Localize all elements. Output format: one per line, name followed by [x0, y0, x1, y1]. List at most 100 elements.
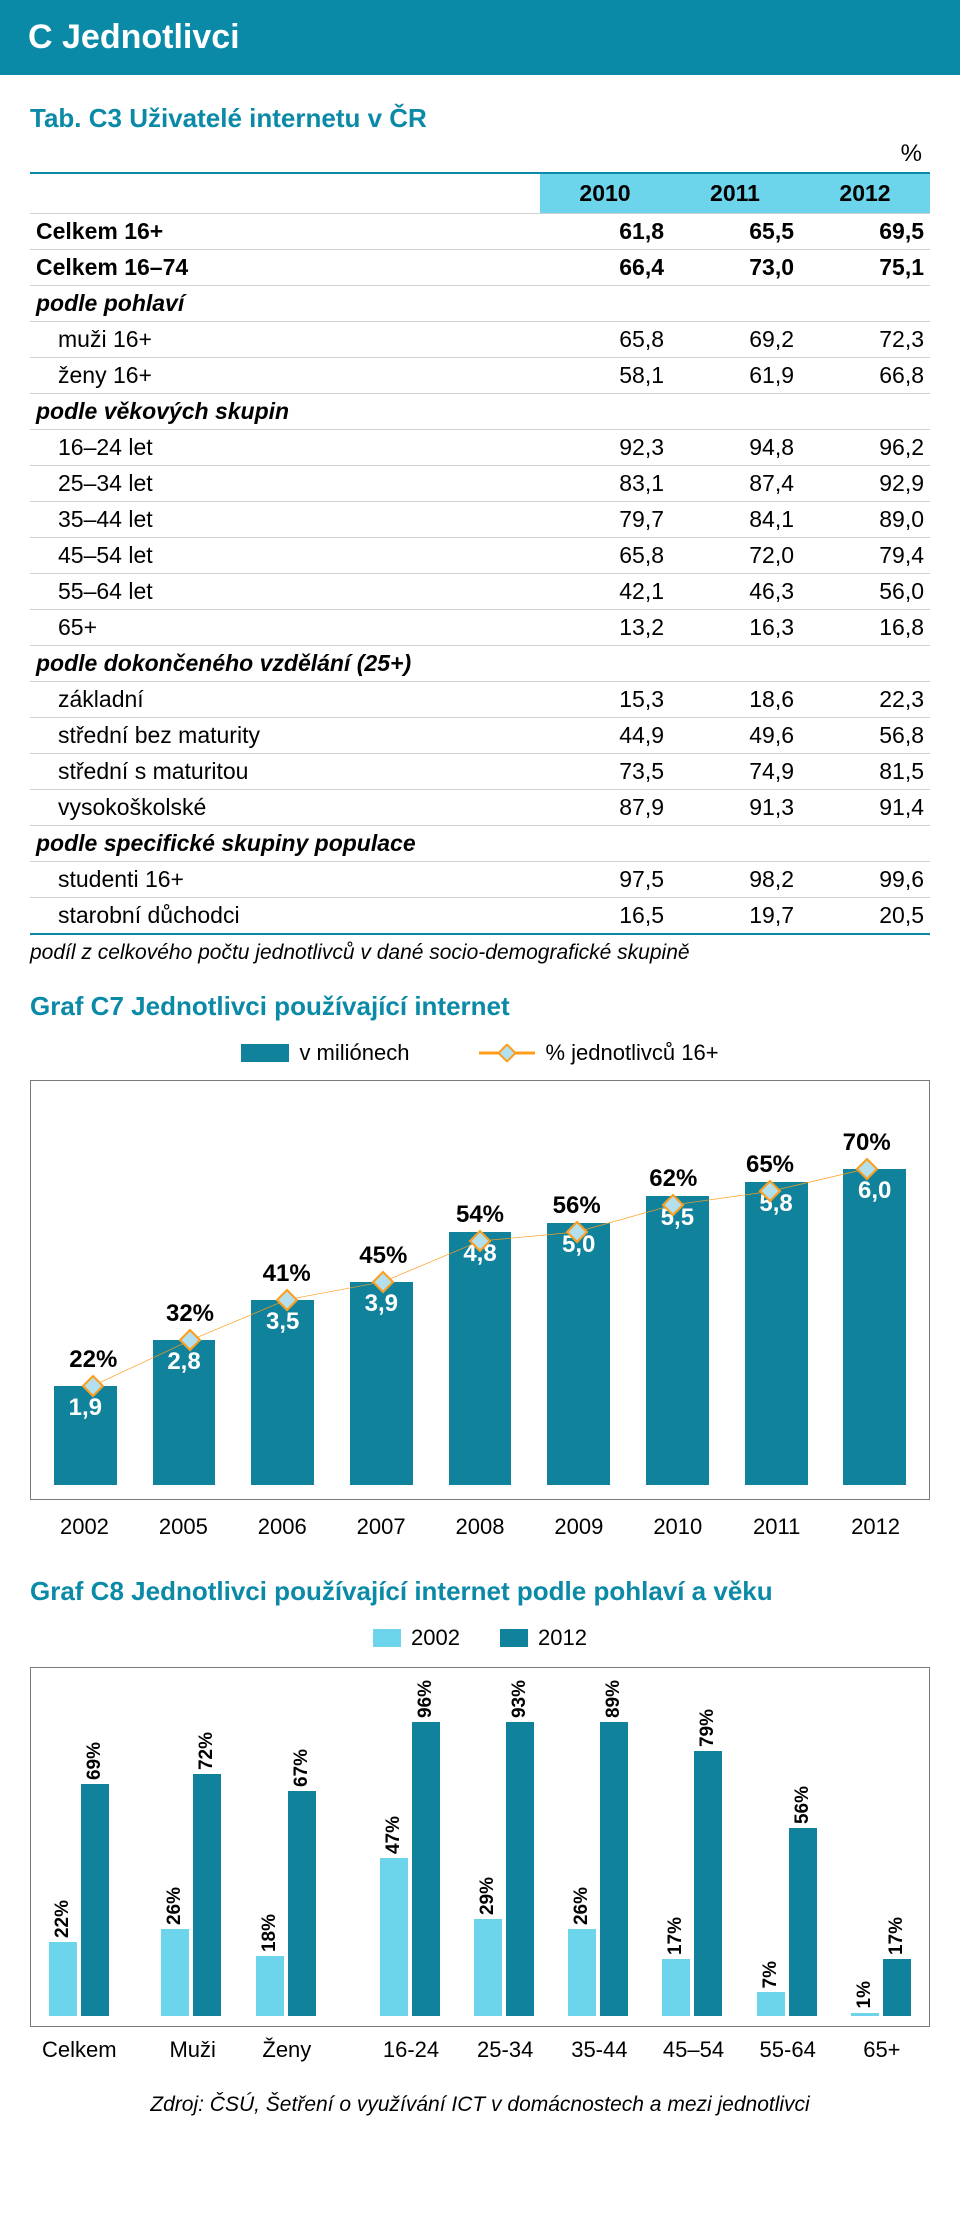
bar — [662, 1959, 690, 2016]
bar: 4,8 — [449, 1232, 512, 1485]
bar-column: 5,5 — [637, 1101, 718, 1485]
row-label: Celkem 16+ — [30, 214, 540, 250]
bar-column: 2,8 — [144, 1101, 225, 1485]
bar-value-label: 72% — [196, 1732, 218, 1770]
line-value-label: 62% — [649, 1165, 697, 1193]
chart-c7-title: Graf C7 Jednotlivci používající internet — [30, 991, 930, 1022]
cell-value: 49,6 — [670, 718, 800, 754]
bar: 5,0 — [547, 1223, 610, 1485]
bar-column: 6,0 — [834, 1101, 915, 1485]
table-row: Celkem 16+61,865,569,5 — [30, 214, 930, 250]
cell-value: 79,4 — [800, 538, 930, 574]
cell-value — [800, 286, 930, 322]
cell-value — [540, 394, 670, 430]
bar — [568, 1929, 596, 2016]
cell-value: 46,3 — [670, 574, 800, 610]
cell-value: 87,4 — [670, 466, 800, 502]
cell-value: 96,2 — [800, 430, 930, 466]
cell-value: 16,3 — [670, 610, 800, 646]
table-row: studenti 16+97,598,299,6 — [30, 862, 930, 898]
bar-value-label: 22% — [52, 1900, 74, 1938]
chart-c8: 22%69%26%72%18%67%47%96%29%93%26%89%17%7… — [30, 1667, 930, 2027]
line-value-label: 41% — [263, 1260, 311, 1288]
cell-value: 87,9 — [540, 790, 670, 826]
cell-value — [670, 826, 800, 862]
x-tick-label: 2009 — [538, 1514, 619, 1540]
cell-value: 84,1 — [670, 502, 800, 538]
table-row: 25–34 let83,187,492,9 — [30, 466, 930, 502]
cell-value: 65,5 — [670, 214, 800, 250]
chart-c8-legend: 2002 2012 — [30, 1625, 930, 1651]
bar-column: 5,0 — [538, 1101, 619, 1485]
legend-2002-label: 2002 — [411, 1625, 460, 1651]
table-row: podle pohlaví — [30, 286, 930, 322]
bar-column: 3,9 — [341, 1101, 422, 1485]
cell-value: 94,8 — [670, 430, 800, 466]
bar — [161, 1929, 189, 2016]
bar-value-label: 89% — [603, 1680, 625, 1718]
bar-column: 4,8 — [440, 1101, 521, 1485]
cell-value: 13,2 — [540, 610, 670, 646]
row-label: Celkem 16–74 — [30, 250, 540, 286]
bar-value-label: 7% — [760, 1961, 782, 1988]
table-row: Celkem 16–7466,473,075,1 — [30, 250, 930, 286]
cell-value: 97,5 — [540, 862, 670, 898]
cell-value: 18,6 — [670, 682, 800, 718]
bar — [256, 1956, 284, 2016]
bar-value-label: 93% — [509, 1680, 531, 1718]
bar — [288, 1791, 316, 2016]
cell-value — [800, 826, 930, 862]
bar — [789, 1828, 817, 2016]
percent-mark: % — [30, 140, 930, 168]
bar-group: 18%67% — [249, 1680, 321, 2016]
bar: 3,5 — [251, 1300, 314, 1485]
cell-value: 56,8 — [800, 718, 930, 754]
cell-value: 19,7 — [670, 898, 800, 935]
table-row: 35–44 let79,784,189,0 — [30, 502, 930, 538]
bar — [412, 1722, 440, 2016]
bar: 6,0 — [843, 1169, 906, 1485]
cell-value: 66,4 — [540, 250, 670, 286]
cell-value: 73,0 — [670, 250, 800, 286]
bar — [883, 1959, 911, 2016]
bar-value-label: 18% — [259, 1914, 281, 1952]
table-row: podle věkových skupin — [30, 394, 930, 430]
bar — [757, 1992, 785, 2016]
x-tick-label: 2002 — [44, 1514, 125, 1540]
x-tick-label: 35-44 — [563, 2037, 635, 2063]
x-tick-label: Celkem — [42, 2037, 117, 2063]
source-line: Zdroj: ČSÚ, Šetření o využívání ICT v do… — [30, 2093, 930, 2117]
x-tick-label: Muži — [157, 2037, 229, 2063]
cell-value: 91,3 — [670, 790, 800, 826]
line-value-label: 70% — [843, 1129, 891, 1157]
cell-value: 16,5 — [540, 898, 670, 935]
bar-value-label: 69% — [84, 1742, 106, 1780]
bar-group: 1%17% — [845, 1680, 917, 2016]
bar-group: 22% 69% — [43, 1680, 115, 2016]
bar-value-label: 26% — [164, 1887, 186, 1925]
table-row: muži 16+65,869,272,3 — [30, 322, 930, 358]
x-tick-label: 2010 — [637, 1514, 718, 1540]
x-tick-label: 2011 — [736, 1514, 817, 1540]
cell-value: 44,9 — [540, 718, 670, 754]
bar-value-label: 47% — [383, 1816, 405, 1854]
table-row: 16–24 let92,394,896,2 — [30, 430, 930, 466]
x-tick-label: 55-64 — [752, 2037, 824, 2063]
row-label: 45–54 let — [30, 538, 540, 574]
data-table: 201020112012 Celkem 16+61,865,569,5Celke… — [30, 172, 930, 935]
cell-value — [670, 394, 800, 430]
bar-group: 47%96% — [374, 1680, 446, 2016]
table-footnote: podíl z celkového počtu jednotlivců v da… — [30, 941, 930, 965]
cell-value: 65,8 — [540, 322, 670, 358]
row-label: studenti 16+ — [30, 862, 540, 898]
chart-c8-title: Graf C8 Jednotlivci používající internet… — [30, 1576, 930, 1607]
bar-value-label: 56% — [792, 1786, 814, 1824]
table-row: podle specifické skupiny populace — [30, 826, 930, 862]
cell-value: 73,5 — [540, 754, 670, 790]
row-label: 65+ — [30, 610, 540, 646]
row-label: ženy 16+ — [30, 358, 540, 394]
x-tick-label: 25-34 — [469, 2037, 541, 2063]
row-label: muži 16+ — [30, 322, 540, 358]
section-header: C Jednotlivci — [0, 0, 960, 75]
line-value-label: 22% — [69, 1346, 117, 1374]
